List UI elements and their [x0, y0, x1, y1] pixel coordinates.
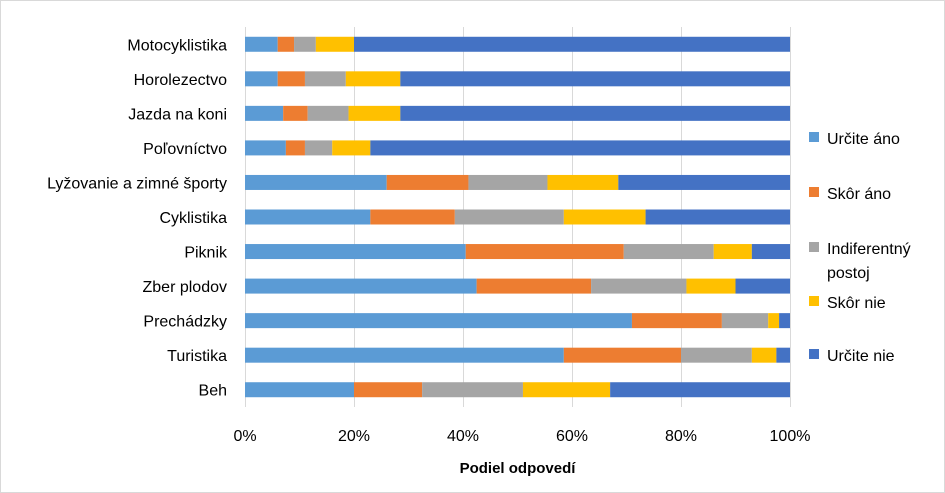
bar-segment — [354, 382, 423, 398]
legend-swatch — [809, 296, 819, 306]
category-label: Prechádzky — [143, 314, 227, 331]
bar-segment — [645, 209, 790, 225]
bar-segment — [245, 382, 354, 398]
bar-segment — [681, 347, 752, 363]
legend-swatch — [809, 349, 819, 359]
bar-segment — [285, 140, 305, 156]
legend-swatch — [809, 187, 819, 197]
bar-segment — [245, 36, 278, 52]
bar-segment — [386, 174, 469, 190]
bar-segment — [348, 105, 401, 121]
category-label: Beh — [199, 383, 227, 400]
bar-segment — [623, 244, 714, 260]
legend-label: Indiferentný postoj — [827, 241, 911, 282]
x-tick-label: 20% — [338, 428, 370, 445]
bar-segment — [591, 278, 687, 294]
bar-segment — [345, 71, 401, 87]
bar-segment — [547, 174, 619, 190]
bar-segment — [735, 278, 790, 294]
bar-segment — [713, 244, 752, 260]
category-label: Piknik — [184, 245, 228, 262]
x-tick-label: 40% — [447, 428, 479, 445]
category-label: Zber plodov — [143, 279, 228, 296]
bar-segment — [245, 140, 286, 156]
bar-segment — [751, 244, 790, 260]
bar-segment — [563, 347, 681, 363]
bar-segment — [522, 382, 611, 398]
bar-segment — [563, 209, 646, 225]
category-label: Poľovníctvo — [143, 141, 227, 158]
bar-segment — [610, 382, 790, 398]
bar-segment — [776, 347, 790, 363]
bar-segment — [422, 382, 523, 398]
legend-swatch — [809, 242, 819, 252]
category-label: Motocyklistika — [127, 37, 227, 54]
bar-segment — [686, 278, 736, 294]
bar-segment — [631, 313, 722, 329]
bar-segment — [618, 174, 790, 190]
bar-segment — [245, 347, 564, 363]
bar-segment — [304, 71, 346, 87]
bar-segment — [245, 209, 371, 225]
bar-segment — [476, 278, 592, 294]
x-tick-labels: 0% 20% 40% 60% 80% 100% — [233, 428, 810, 445]
bar-segment — [468, 174, 548, 190]
bar-segment — [277, 36, 295, 52]
bar-segment — [400, 105, 790, 121]
legend-label: Skôr nie — [827, 295, 886, 312]
x-tick-label: 0% — [233, 428, 256, 445]
legend: Určite áno Skôr áno Indiferentný postoj Skôr… — [809, 131, 911, 365]
bar-segment — [315, 36, 354, 52]
bar-segment — [304, 140, 333, 156]
legend-label: Určite nie — [827, 348, 895, 365]
bar-segment — [294, 36, 316, 52]
bar-segment — [332, 140, 371, 156]
bars — [245, 36, 790, 398]
category-label: Horolezectvo — [134, 72, 227, 89]
legend-label: Skôr áno — [827, 186, 891, 203]
x-tick-label: 100% — [770, 428, 811, 445]
bar-segment — [277, 71, 305, 87]
x-tick-label: 60% — [556, 428, 588, 445]
bar-segment — [400, 71, 790, 87]
bar-segment — [245, 278, 477, 294]
bar-segment — [751, 347, 777, 363]
bar-segment — [370, 140, 790, 156]
bar-segment — [768, 313, 780, 329]
bar-segment — [245, 71, 278, 87]
legend-swatch — [809, 132, 819, 142]
legend-label: Určite áno — [827, 131, 900, 148]
category-labels: Motocyklistika Horolezectvo Jazda na koni P… — [47, 37, 228, 399]
category-label: Lyžovanie a zimné športy — [47, 175, 227, 192]
bar-segment — [454, 209, 564, 225]
category-label: Jazda na koni — [128, 106, 227, 123]
category-label: Turistika — [167, 348, 227, 365]
bar-segment — [779, 313, 790, 329]
bar-segment — [370, 209, 455, 225]
bar-segment — [721, 313, 769, 329]
bar-segment — [245, 244, 466, 260]
x-tick-label: 80% — [665, 428, 697, 445]
bar-segment — [465, 244, 624, 260]
x-axis-title: Podiel odpovedí — [460, 460, 577, 477]
bar-segment — [354, 36, 790, 52]
bar-segment — [283, 105, 308, 121]
bar-segment — [245, 313, 632, 329]
bar-segment — [307, 105, 349, 121]
bar-segment — [245, 105, 284, 121]
bar-segment — [245, 174, 387, 190]
category-label: Cyklistika — [159, 210, 227, 227]
